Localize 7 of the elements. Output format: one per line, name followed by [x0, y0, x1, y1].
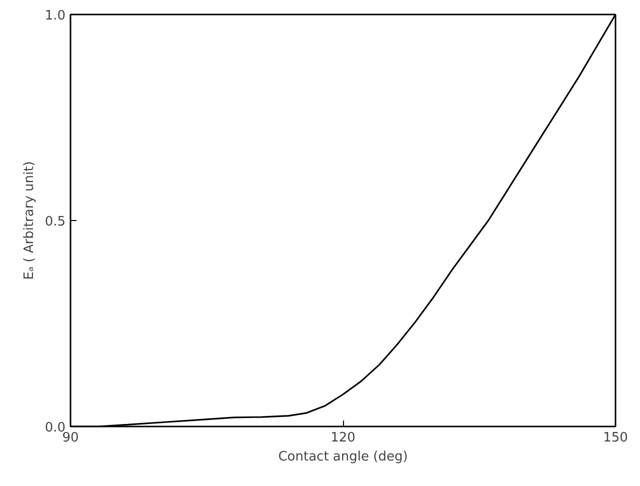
x-axis-title: Contact angle (deg) — [278, 450, 408, 464]
x-tick-label: 150 — [603, 430, 628, 446]
y-axis-title: Eₐ ( Arbitrary unit) — [22, 161, 37, 280]
x-tick-label: 90 — [62, 430, 79, 446]
y-tick-label: 1.0 — [44, 8, 66, 24]
x-tick-label: 120 — [330, 430, 356, 446]
y-tick-label: 0.5 — [44, 214, 66, 230]
